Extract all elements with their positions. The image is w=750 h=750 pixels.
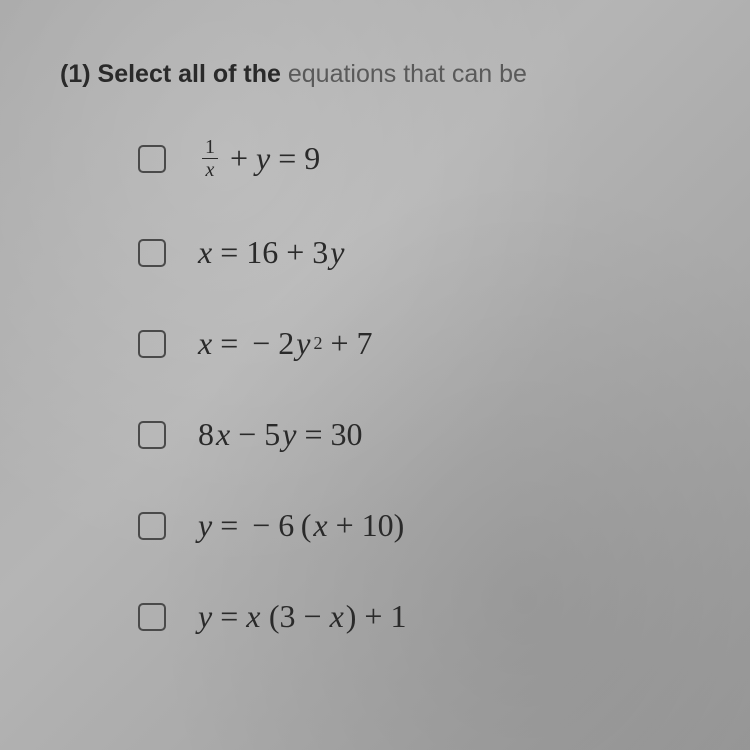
checkbox[interactable] xyxy=(138,603,166,631)
checkbox[interactable] xyxy=(138,512,166,540)
option-row[interactable]: 1x+y=9 xyxy=(138,137,750,180)
equation-label: y=x (3−x)+1 xyxy=(198,598,406,635)
equation-label: 1x+y=9 xyxy=(198,137,320,180)
equation-label: 8x−5y=30 xyxy=(198,416,363,453)
options-list: 1x+y=9 x=16+3y x=−2y2+7 8x−5y=30 y=−6 (x… xyxy=(60,137,750,635)
option-row[interactable]: y=−6 (x+10) xyxy=(138,507,750,544)
option-row[interactable]: y=x (3−x)+1 xyxy=(138,598,750,635)
checkbox[interactable] xyxy=(138,421,166,449)
checkbox[interactable] xyxy=(138,145,166,173)
equation-label: x=−2y2+7 xyxy=(198,325,373,362)
checkbox[interactable] xyxy=(138,239,166,267)
checkbox[interactable] xyxy=(138,330,166,358)
option-row[interactable]: x=−2y2+7 xyxy=(138,325,750,362)
question-number: (1) xyxy=(60,60,91,88)
option-row[interactable]: x=16+3y xyxy=(138,234,750,271)
equation-label: x=16+3y xyxy=(198,234,345,271)
option-row[interactable]: 8x−5y=30 xyxy=(138,416,750,453)
equation-label: y=−6 (x+10) xyxy=(198,507,404,544)
question-text-bold: Select all of the xyxy=(98,60,281,88)
question-prompt: (1) Select all of the equations that can… xyxy=(60,60,750,89)
question-text-light: equations that can be xyxy=(288,60,527,88)
